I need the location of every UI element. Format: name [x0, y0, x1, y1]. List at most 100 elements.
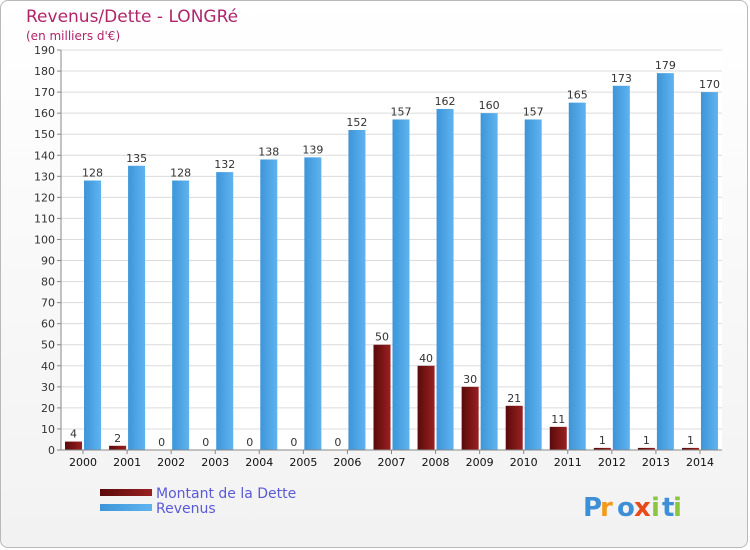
chart-title: Revenus/Dette - LONGRé	[26, 7, 238, 27]
bar-debt	[65, 441, 83, 450]
x-tick-label: 2006	[333, 456, 361, 469]
bar-revenus	[612, 85, 630, 450]
x-tick-label: 2014	[686, 456, 714, 469]
data-label-debt: 2	[114, 432, 121, 445]
data-label-revenus: 157	[391, 105, 412, 118]
data-label-debt: 1	[687, 434, 694, 447]
legend-swatch	[100, 504, 152, 511]
data-label-revenus: 165	[567, 89, 588, 102]
y-tick-label: 70	[41, 297, 55, 310]
y-tick-label: 60	[41, 318, 55, 331]
x-tick-label: 2008	[422, 456, 450, 469]
data-label-revenus: 128	[170, 167, 191, 180]
data-label-debt: 1	[599, 434, 606, 447]
bar-revenus	[128, 165, 146, 450]
y-tick-label: 120	[34, 191, 55, 204]
y-tick-label: 20	[41, 402, 55, 415]
x-tick-label: 2010	[510, 456, 538, 469]
logo-letter: r	[600, 493, 613, 523]
data-label-revenus: 170	[699, 78, 720, 91]
x-tick-label: 2012	[598, 456, 626, 469]
legend-label: Revenus	[156, 501, 216, 517]
bar-revenus	[172, 180, 190, 451]
bar-debt	[549, 426, 567, 450]
y-tick-label: 100	[34, 233, 55, 246]
data-label-revenus: 160	[479, 99, 500, 112]
x-axis: 2000 2001 2002 2003 2004 2005 2006 2007 2008 2009…	[61, 449, 722, 469]
bar-revenus	[392, 119, 410, 450]
chart-subtitle: (en milliers d'€)	[26, 29, 120, 43]
y-tick-label: 50	[41, 339, 55, 352]
y-tick-label: 140	[34, 149, 55, 162]
y-tick-label: 80	[41, 276, 55, 289]
bar-debt	[417, 365, 435, 450]
x-tick-label: 2003	[201, 456, 229, 469]
data-label-debt: 21	[507, 392, 521, 405]
y-tick-label: 110	[34, 212, 55, 225]
data-label-debt: 0	[202, 436, 209, 449]
data-label-revenus: 138	[258, 145, 279, 158]
bar-debt	[505, 405, 523, 450]
x-tick-label: 2004	[245, 456, 273, 469]
logo-letter: i	[673, 493, 682, 523]
data-label-debt: 4	[70, 428, 77, 441]
y-tick-label: 30	[41, 381, 55, 394]
bar-debt	[373, 344, 391, 450]
y-tick-label: 10	[41, 423, 55, 436]
data-label-debt: 0	[158, 436, 165, 449]
data-label-debt: 0	[290, 436, 297, 449]
data-label-debt: 0	[334, 436, 341, 449]
bar-revenus	[348, 130, 366, 450]
plot-area	[61, 50, 722, 450]
y-tick-label: 150	[34, 128, 55, 141]
data-label-revenus: 139	[302, 143, 323, 156]
bar-debt	[681, 447, 699, 450]
proxiti-logo: Pr o x i ti	[583, 493, 682, 523]
x-tick-label: 2011	[554, 456, 582, 469]
data-label-debt: 0	[246, 436, 253, 449]
x-tick-label: 2002	[157, 456, 185, 469]
data-label-revenus: 128	[82, 167, 103, 180]
data-label-debt: 30	[463, 373, 477, 386]
x-tick-label: 2009	[466, 456, 494, 469]
bar-debt	[593, 447, 611, 450]
logo-letter: o	[617, 493, 635, 523]
bar-revenus	[84, 180, 102, 451]
bar-revenus	[216, 172, 234, 450]
bar-revenus	[436, 108, 454, 451]
y-tick-label: 160	[34, 107, 55, 120]
bar-revenus	[480, 113, 498, 450]
data-label-debt: 1	[643, 434, 650, 447]
legend-swatch	[100, 489, 152, 496]
y-tick-label: 190	[34, 44, 55, 57]
bar-debt	[461, 386, 479, 450]
y-tick-label: 130	[34, 170, 55, 183]
y-tick-label: 180	[34, 65, 55, 78]
data-label-revenus: 179	[655, 59, 676, 72]
logo-letter: t	[662, 493, 674, 523]
logo-letter: P	[583, 493, 602, 523]
x-tick-label: 2001	[113, 456, 141, 469]
data-label-debt: 11	[551, 413, 565, 426]
data-label-debt: 50	[375, 331, 389, 344]
bar-revenus	[700, 92, 718, 451]
x-tick-label: 2000	[69, 456, 97, 469]
data-label-debt: 40	[419, 352, 433, 365]
legend-label: Montant de la Dette	[156, 486, 296, 502]
bar-revenus	[304, 157, 322, 451]
data-label-revenus: 162	[435, 95, 456, 108]
data-label-revenus: 152	[346, 116, 367, 129]
y-tick-label: 170	[34, 86, 55, 99]
bar-revenus	[656, 73, 674, 450]
logo-letter: i	[651, 493, 660, 523]
logo-letter: x	[634, 493, 651, 523]
x-tick-label: 2013	[642, 456, 670, 469]
x-tick-label: 2007	[378, 456, 406, 469]
bar-debt	[109, 445, 127, 450]
bar-revenus	[524, 119, 542, 450]
data-label-revenus: 173	[611, 72, 632, 85]
bar-revenus	[568, 102, 586, 450]
y-tick-label: 40	[41, 360, 55, 373]
bar-debt	[637, 447, 655, 450]
